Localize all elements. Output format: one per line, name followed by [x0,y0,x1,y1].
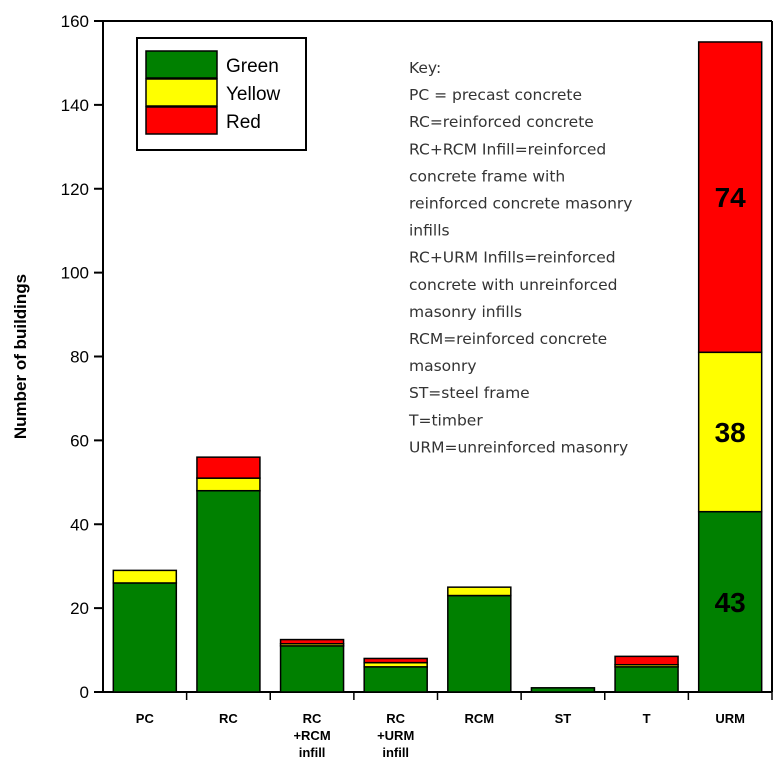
legend-label: Green [226,56,279,77]
bar-segment-green [363,666,428,693]
bar-segment-yellow [112,569,178,584]
key-text-line: concrete with unreinforced [409,276,618,294]
y-tick-label: 60 [70,431,89,450]
legend-label: Red [226,112,261,133]
bar-segment-green [447,594,512,693]
key-text-line: RC+URM Infills=reinforced [409,249,616,267]
x-tick-label: RC [303,711,322,726]
legend-label: Yellow [226,84,281,105]
bar-segment-green [196,489,261,693]
bar-segment-green [279,645,345,693]
bar-segment-red [196,456,261,479]
x-tick-label: URM [715,711,745,726]
bar-segment-green [112,582,178,693]
key-text-line: concrete frame with [409,167,565,185]
y-tick-label: 160 [61,12,89,31]
key-text-line: URM=unreinforced masonry [409,438,628,456]
key-text-line: infills [409,222,450,240]
key-text-line: reinforced concrete masonry [409,195,632,213]
bar-segment-green [614,666,679,693]
key-text-line: RC+RCM Infill=reinforced [409,140,606,158]
x-tick-label: RCM [465,711,495,726]
bar-segment-red [614,655,679,666]
bar-segment-red [697,41,763,354]
bar-segment-yellow [196,477,261,492]
x-tick-label: T [643,711,651,726]
key-text-line: masonry infills [409,303,522,321]
bar-segment-red [363,657,428,664]
data-label: 38 [715,417,746,448]
legend-swatch-red [145,106,218,135]
y-tick-label: 20 [70,599,89,618]
data-label: 74 [715,182,747,213]
key-text-line: PC = precast concrete [409,86,582,104]
x-tick-label: RC [386,711,405,726]
bar-segment-yellow [697,351,763,513]
y-tick-label: 80 [70,348,89,367]
key-text-line: ST=steel frame [409,384,530,402]
bar-segment-red [279,638,345,645]
x-tick-label: infill [299,745,326,760]
key-text-line: RCM=reinforced concrete [409,330,607,348]
y-tick-label: 40 [70,515,89,534]
y-tick-label: 100 [61,264,89,283]
y-tick-label: 140 [61,96,89,115]
legend-swatch-yellow [145,78,218,107]
y-tick-label: 120 [61,180,89,199]
x-tick-label: infill [382,745,409,760]
bar-segment-green [530,687,596,693]
key-text-line: T=timber [408,411,483,429]
x-tick-label: ST [555,711,572,726]
bar-segment-yellow [447,586,512,597]
y-axis-label: Number of buildings [11,274,30,439]
legend-swatch-green [145,50,218,79]
key-text-line: masonry [409,357,477,375]
data-label: 43 [715,587,746,618]
key-text-line: Key: [409,59,441,77]
x-tick-label: +RCM [293,728,330,743]
key-text-line: RC=reinforced concrete [409,113,594,131]
x-tick-label: RC [219,711,238,726]
y-tick-label: 0 [80,683,89,702]
x-tick-label: PC [136,711,155,726]
x-tick-label: +URM [377,728,414,743]
